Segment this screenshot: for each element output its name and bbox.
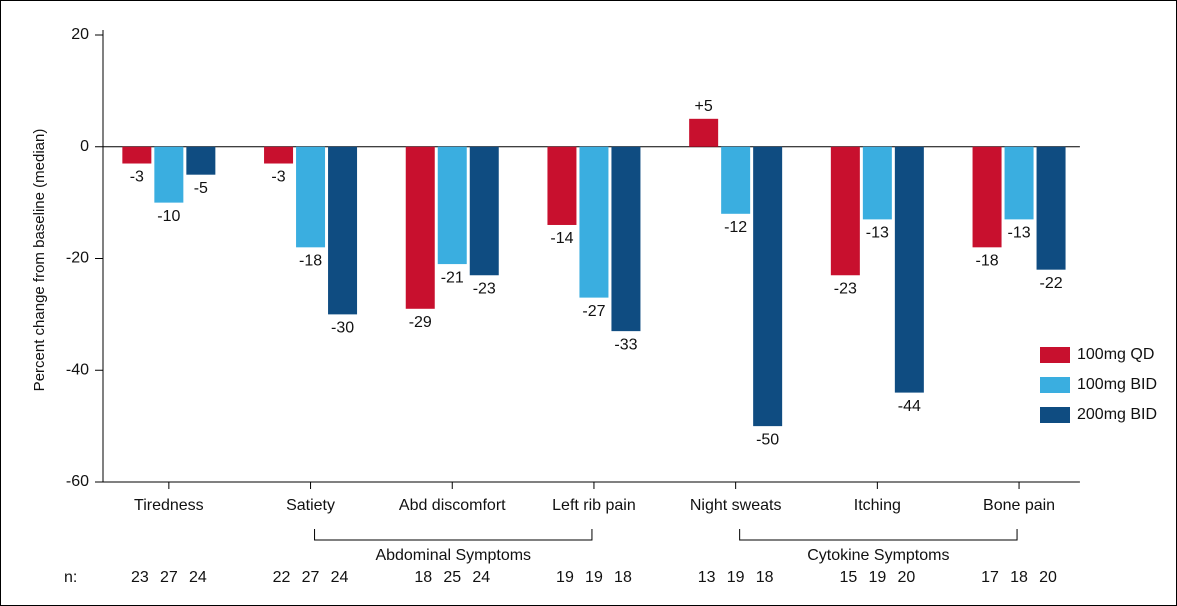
n-count: 18 [1010,569,1028,586]
bar [753,146,783,427]
value-label: -30 [331,320,354,337]
bar [830,146,860,276]
group-label: Abdominal Symptoms [375,547,531,564]
bar [689,118,719,147]
n-count: 19 [556,569,574,586]
group-bracket [739,529,1018,541]
n-count: 23 [131,569,149,586]
x-tick-label: Abd discomfort [399,497,506,514]
value-label: +5 [695,98,713,115]
legend-swatch [1040,377,1070,393]
legend-label: 100mg QD [1077,346,1154,363]
bar [611,146,641,332]
bar [894,146,924,393]
n-count: 18 [614,569,632,586]
value-label: -29 [409,314,432,331]
n-count: 24 [189,569,207,586]
legend-label: 100mg BID [1077,376,1157,393]
n-count: 20 [1039,569,1057,586]
bar [122,146,152,164]
bar [579,146,609,298]
x-tick-label: Left rib pain [552,497,636,514]
value-label: -44 [898,398,921,415]
group-bracket [314,529,593,541]
x-tick-label: Satiety [286,497,335,514]
n-count: 17 [981,569,999,586]
bar [186,146,216,175]
value-label: -5 [194,180,208,197]
bar [154,146,184,203]
bar [547,146,577,225]
n-count: 18 [414,569,432,586]
y-tick-label: -20 [66,250,89,267]
bar [469,146,499,276]
bar [721,146,751,214]
n-count: 27 [160,569,178,586]
value-label: -14 [550,230,573,247]
legend-label: 200mg BID [1077,406,1157,423]
value-label: -18 [299,253,322,270]
value-label: -10 [157,208,180,225]
x-tick-label: Night sweats [690,497,782,514]
n-count: 27 [302,569,320,586]
x-tick-label: Tiredness [134,497,204,514]
value-label: -12 [724,219,747,236]
bar [862,146,892,220]
x-tick-label: Bone pain [983,497,1055,514]
y-tick-label: 20 [71,26,89,43]
value-label: -23 [834,280,857,297]
value-label: -33 [614,336,637,353]
n-count: 15 [839,569,857,586]
bar [1004,146,1034,220]
y-axis-label: Percent change from baseline (median) [31,129,48,392]
n-count: 24 [472,569,490,586]
n-count: 19 [585,569,603,586]
n-count: 19 [727,569,745,586]
bar [296,146,326,248]
y-tick-label: 0 [80,138,89,155]
value-label: -23 [473,280,496,297]
n-count: 19 [868,569,886,586]
n-count: 25 [443,569,461,586]
n-count: 18 [756,569,774,586]
legend-swatch [1040,347,1070,363]
value-label: -13 [1007,225,1030,242]
n-count: 22 [273,569,291,586]
bar [972,146,1002,248]
value-label: -3 [271,169,285,186]
value-label: -21 [441,269,464,286]
bar [1036,146,1066,270]
legend-swatch [1040,407,1070,423]
n-count: 24 [331,569,349,586]
group-label: Cytokine Symptoms [807,547,949,564]
n-count: 20 [897,569,915,586]
bar [405,146,435,309]
n-count: 13 [698,569,716,586]
value-label: -22 [1039,275,1062,292]
bar [264,146,294,164]
value-label: -3 [130,169,144,186]
bar [328,146,358,315]
value-label: -13 [866,225,889,242]
x-tick-label: Itching [854,497,901,514]
value-label: -50 [756,431,779,448]
n-label: n: [64,569,77,586]
bar [437,146,467,265]
y-tick-label: -40 [66,361,89,378]
y-tick-label: -60 [66,473,89,490]
value-label: -18 [975,253,998,270]
value-label: -27 [582,303,605,320]
